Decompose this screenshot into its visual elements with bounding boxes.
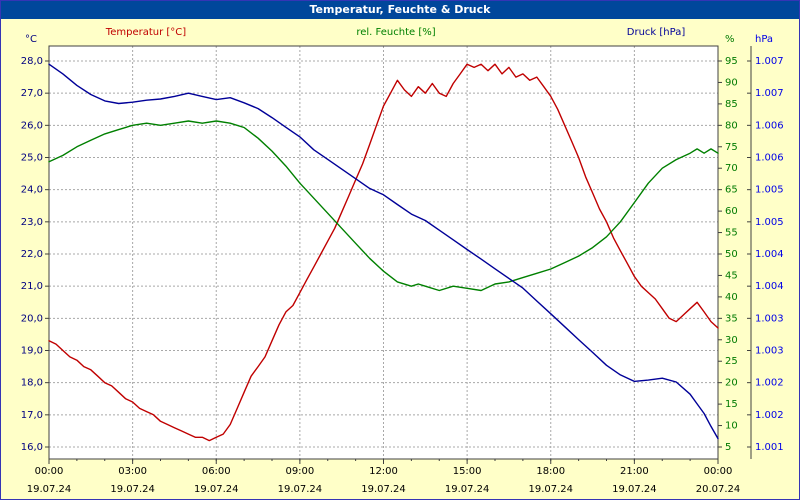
svg-text:1.004: 1.004: [755, 249, 784, 260]
svg-text:15: 15: [725, 399, 738, 410]
svg-text:1.006: 1.006: [755, 120, 784, 131]
window-title: Temperatur, Feuchte & Druck: [309, 3, 491, 16]
svg-text:1.002: 1.002: [755, 378, 784, 389]
window-titlebar: Temperatur, Feuchte & Druck: [1, 1, 799, 19]
svg-text:55: 55: [725, 228, 738, 239]
svg-text:19.07.24: 19.07.24: [612, 484, 657, 495]
svg-text:18,0: 18,0: [21, 378, 43, 389]
svg-text:19.07.24: 19.07.24: [361, 484, 406, 495]
svg-text:1.007: 1.007: [755, 56, 784, 67]
svg-text:90: 90: [725, 77, 738, 88]
legend-temperature: Temperatur [°C]: [105, 27, 187, 38]
svg-text:1.003: 1.003: [755, 346, 784, 357]
svg-text:21:00: 21:00: [620, 466, 649, 477]
svg-text:28,0: 28,0: [21, 56, 43, 67]
pressure-axis: 1.007 1.007 1.006 1.006 1.005 1.005 1.004 1.004…: [747, 34, 784, 459]
svg-text:19.07.24: 19.07.24: [278, 484, 323, 495]
svg-text:19.07.24: 19.07.24: [528, 484, 573, 495]
svg-text:00:00: 00:00: [35, 466, 64, 477]
svg-text:24,0: 24,0: [21, 185, 43, 196]
time-axis: 00:00 19.07.24 03:00 19.07.24 06:00 19.07.24 0…: [27, 459, 741, 495]
svg-text:25,0: 25,0: [21, 153, 43, 164]
series-temperature: [48, 63, 719, 442]
svg-text:16,0: 16,0: [21, 442, 43, 453]
svg-text:1.002: 1.002: [755, 410, 784, 421]
svg-text:12:00: 12:00: [369, 466, 398, 477]
svg-text:27,0: 27,0: [21, 88, 43, 99]
temperature-axis: 28,0 27,0 26,0 25,0 24,0 23,0 22,0 21,0 20,0 19,0…: [21, 34, 49, 453]
svg-text:25: 25: [725, 356, 738, 367]
svg-text:19,0: 19,0: [21, 346, 43, 357]
svg-text:19.07.24: 19.07.24: [110, 484, 155, 495]
svg-text:19.07.24: 19.07.24: [27, 484, 72, 495]
svg-text:22,0: 22,0: [21, 249, 43, 260]
svg-text:75: 75: [725, 142, 738, 153]
svg-text:95: 95: [725, 56, 738, 67]
svg-text:45: 45: [725, 270, 738, 281]
legend-humidity: rel. Feuchte [%]: [356, 27, 436, 38]
svg-text:20,0: 20,0: [21, 313, 43, 324]
svg-text:23,0: 23,0: [21, 217, 43, 228]
svg-text:65: 65: [725, 185, 738, 196]
svg-text:1.001: 1.001: [755, 442, 784, 453]
svg-text:1.003: 1.003: [755, 313, 784, 324]
svg-text:20: 20: [725, 378, 738, 389]
series-legend: Temperatur [°C] rel. Feuchte [%] Druck […: [1, 27, 799, 40]
svg-text:20.07.24: 20.07.24: [696, 484, 741, 495]
svg-text:06:00: 06:00: [202, 466, 231, 477]
humidity-axis: 95 90 85 80 75 70 65 60 55 50 45 40 35 30 25 20 15 10 5%: [718, 34, 738, 453]
svg-text:80: 80: [725, 120, 738, 131]
series-pressure: [48, 63, 719, 440]
svg-text:%: %: [725, 34, 735, 45]
svg-text:85: 85: [725, 99, 738, 110]
svg-text:26,0: 26,0: [21, 120, 43, 131]
svg-text:21,0: 21,0: [21, 281, 43, 292]
svg-text:60: 60: [725, 206, 738, 217]
svg-text:°C: °C: [25, 34, 37, 45]
legend-pressure: Druck [hPa]: [626, 27, 686, 38]
svg-text:30: 30: [725, 335, 738, 346]
svg-text:09:00: 09:00: [285, 466, 314, 477]
svg-text:17,0: 17,0: [21, 410, 43, 421]
svg-text:19.07.24: 19.07.24: [194, 484, 239, 495]
svg-text:40: 40: [725, 292, 738, 303]
svg-text:70: 70: [725, 163, 738, 174]
svg-text:50: 50: [725, 249, 738, 260]
svg-text:1.007: 1.007: [755, 88, 784, 99]
svg-text:35: 35: [725, 313, 738, 324]
svg-text:18:00: 18:00: [536, 466, 565, 477]
svg-text:1.004: 1.004: [755, 281, 784, 292]
svg-text:5: 5: [725, 442, 731, 453]
svg-text:19.07.24: 19.07.24: [445, 484, 490, 495]
svg-text:10: 10: [725, 421, 738, 432]
svg-text:03:00: 03:00: [118, 466, 147, 477]
svg-text:1.005: 1.005: [755, 217, 784, 228]
svg-text:00:00: 00:00: [704, 466, 733, 477]
series-humidity: [48, 120, 719, 292]
svg-text:1.006: 1.006: [755, 153, 784, 164]
svg-text:hPa: hPa: [755, 34, 773, 45]
svg-text:15:00: 15:00: [453, 466, 482, 477]
svg-text:1.005: 1.005: [755, 185, 784, 196]
